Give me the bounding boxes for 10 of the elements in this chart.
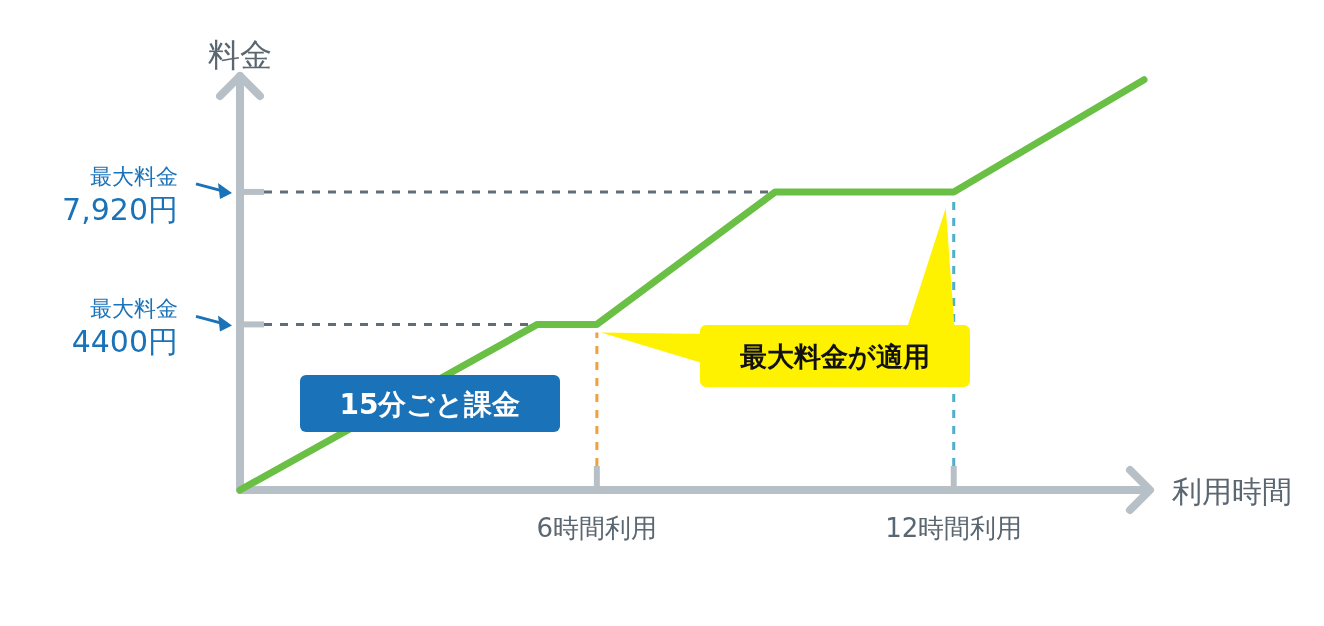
annotation: 15分ごと課金 [339,388,521,421]
y-tick: 4400円 [71,324,178,360]
xlabel: 利用時間 [1172,474,1292,509]
x-tick: 6時間利用 [536,513,658,543]
annotation: 最大料金 [90,296,178,322]
x-tick: 12時間利用 [885,513,1023,543]
annotation: 最大料金が適用 [740,341,930,372]
y-tick: 7,920円 [62,191,178,227]
ylabel: 料金 [208,36,272,74]
annotation: 最大料金 [90,163,178,189]
